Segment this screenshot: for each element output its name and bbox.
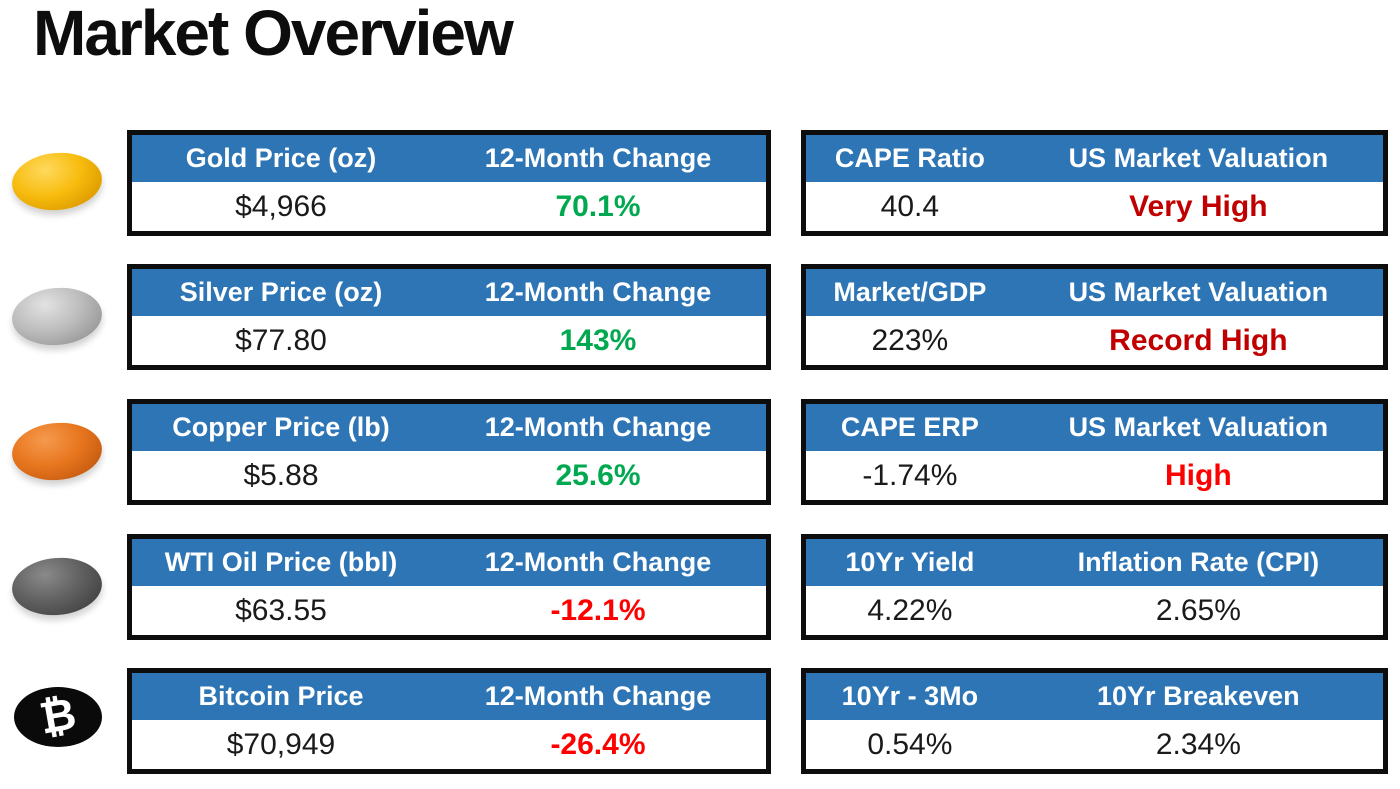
table-header-row: Gold Price (oz) 12-Month Change <box>132 135 766 182</box>
valuation-label: Record High <box>1109 323 1288 357</box>
copper-coin-icon <box>9 419 105 484</box>
column-header: Bitcoin Price <box>198 681 364 711</box>
column-header: WTI Oil Price (bbl) <box>164 547 398 577</box>
copper-price-table: Copper Price (lb) 12-Month Change $5.88 … <box>127 399 771 505</box>
bitcoin-glyph: ₿ <box>35 689 80 744</box>
metric-value: 0.54% <box>867 727 953 761</box>
oil-coin-icon <box>9 554 105 619</box>
metric-value: 4.22% <box>867 593 953 627</box>
column-header: 12-Month Change <box>484 412 712 442</box>
column-header: 12-Month Change <box>484 681 712 711</box>
table-header-row: CAPE ERP US Market Valuation <box>806 404 1383 451</box>
cape-erp-table: CAPE ERP US Market Valuation -1.74% High <box>801 399 1388 505</box>
metric-value: 223% <box>871 323 949 357</box>
column-header: Copper Price (lb) <box>172 412 390 442</box>
metric-value: 2.34% <box>1155 727 1241 761</box>
table-header-row: 10Yr - 3Mo 10Yr Breakeven <box>806 673 1383 720</box>
change-value: 25.6% <box>555 458 641 492</box>
cape-ratio-table: CAPE Ratio US Market Valuation 40.4 Very… <box>801 130 1388 236</box>
gold-coin-icon <box>9 149 105 214</box>
metric-value: 2.65% <box>1155 593 1241 627</box>
page-title: Market Overview <box>33 0 514 69</box>
table-value-row: $5.88 25.6% <box>132 451 766 500</box>
table-value-row: 40.4 Very High <box>806 182 1383 231</box>
table-header-row: Copper Price (lb) 12-Month Change <box>132 404 766 451</box>
column-header: CAPE ERP <box>840 412 979 442</box>
table-value-row: 0.54% 2.34% <box>806 720 1383 769</box>
change-value: -12.1% <box>550 593 646 627</box>
table-header-row: CAPE Ratio US Market Valuation <box>806 135 1383 182</box>
column-header: 10Yr Breakeven <box>1097 681 1300 711</box>
column-header: 12-Month Change <box>484 143 712 173</box>
column-header: Market/GDP <box>833 277 987 307</box>
column-header: US Market Valuation <box>1068 277 1329 307</box>
column-header: Silver Price (oz) <box>179 277 383 307</box>
table-value-row: $77.80 143% <box>132 316 766 365</box>
silver-coin-icon <box>9 284 105 349</box>
column-header: US Market Valuation <box>1068 143 1329 173</box>
yield-curve-breakeven-table: 10Yr - 3Mo 10Yr Breakeven 0.54% 2.34% <box>801 668 1388 774</box>
column-header: Gold Price (oz) <box>185 143 377 173</box>
change-value: -26.4% <box>550 727 646 761</box>
bitcoin-price-table: Bitcoin Price 12-Month Change $70,949 -2… <box>127 668 771 774</box>
price-value: $70,949 <box>226 727 336 761</box>
table-header-row: Market/GDP US Market Valuation <box>806 269 1383 316</box>
table-value-row: $63.55 -12.1% <box>132 586 766 635</box>
table-header-row: 10Yr Yield Inflation Rate (CPI) <box>806 539 1383 586</box>
table-header-row: WTI Oil Price (bbl) 12-Month Change <box>132 539 766 586</box>
table-value-row: 223% Record High <box>806 316 1383 365</box>
gold-price-table: Gold Price (oz) 12-Month Change $4,966 7… <box>127 130 771 236</box>
table-value-row: $70,949 -26.4% <box>132 720 766 769</box>
column-header: 12-Month Change <box>484 547 712 577</box>
market-gdp-table: Market/GDP US Market Valuation 223% Reco… <box>801 264 1388 370</box>
silver-price-table: Silver Price (oz) 12-Month Change $77.80… <box>127 264 771 370</box>
column-header: 10Yr - 3Mo <box>841 681 979 711</box>
metric-value: -1.74% <box>862 458 958 492</box>
column-header: US Market Valuation <box>1068 412 1329 442</box>
column-header: 10Yr Yield <box>845 547 975 577</box>
column-header: CAPE Ratio <box>834 143 985 173</box>
price-value: $63.55 <box>235 593 327 627</box>
column-header: Inflation Rate (CPI) <box>1077 547 1320 577</box>
metric-value: 40.4 <box>880 189 940 223</box>
table-value-row: $4,966 70.1% <box>132 182 766 231</box>
price-value: $5.88 <box>243 458 319 492</box>
table-value-row: -1.74% High <box>806 451 1383 500</box>
yield-inflation-table: 10Yr Yield Inflation Rate (CPI) 4.22% 2.… <box>801 534 1388 640</box>
valuation-label: Very High <box>1129 189 1268 223</box>
bitcoin-icon: ₿ <box>14 687 102 747</box>
valuation-label: High <box>1165 458 1232 492</box>
price-value: $77.80 <box>235 323 327 357</box>
column-header: 12-Month Change <box>484 277 712 307</box>
table-header-row: Bitcoin Price 12-Month Change <box>132 673 766 720</box>
change-value: 70.1% <box>555 189 641 223</box>
table-value-row: 4.22% 2.65% <box>806 586 1383 635</box>
table-header-row: Silver Price (oz) 12-Month Change <box>132 269 766 316</box>
change-value: 143% <box>559 323 637 357</box>
wti-oil-price-table: WTI Oil Price (bbl) 12-Month Change $63.… <box>127 534 771 640</box>
price-value: $4,966 <box>235 189 327 223</box>
